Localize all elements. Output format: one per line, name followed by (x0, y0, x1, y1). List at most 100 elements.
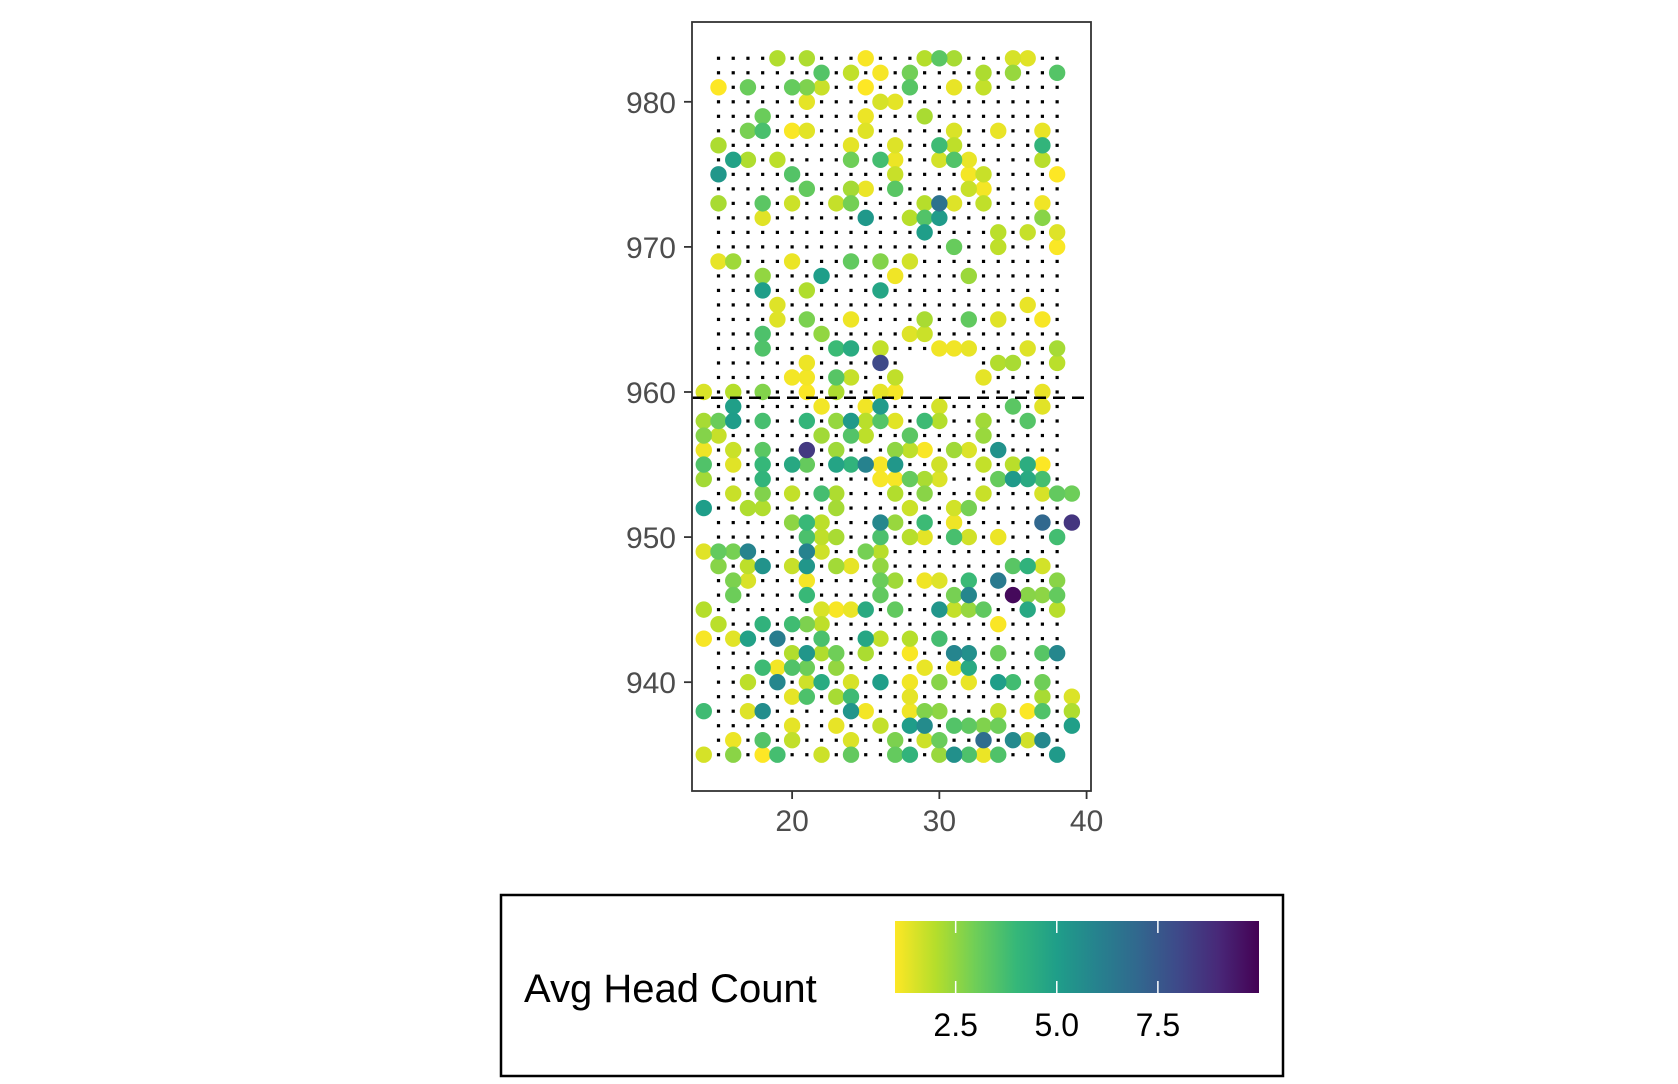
grid-point (761, 187, 765, 191)
grid-point (775, 651, 779, 655)
grid-point (716, 695, 721, 699)
data-point (1034, 470, 1051, 488)
data-point (901, 253, 919, 270)
data-point (754, 456, 771, 473)
grid-point (849, 361, 853, 365)
grid-point (761, 317, 765, 322)
grid-point (864, 738, 868, 742)
data-point (783, 253, 801, 270)
grid-point (908, 491, 912, 496)
grid-point (731, 361, 735, 365)
data-point (872, 354, 889, 372)
grid-point (746, 491, 750, 496)
grid-point (908, 201, 912, 205)
data-point (813, 64, 830, 81)
grid-point (952, 579, 956, 583)
grid-point (981, 303, 986, 307)
grid-point (937, 695, 941, 699)
grid-point (952, 274, 956, 278)
grid-point (1026, 201, 1030, 205)
data-point (990, 702, 1007, 720)
data-point (754, 209, 771, 227)
data-point (710, 137, 727, 154)
data-point (945, 644, 963, 662)
grid-point (761, 695, 765, 699)
data-point (901, 427, 919, 444)
grid-point (908, 520, 912, 525)
grid-point (805, 143, 809, 147)
data-point (1019, 732, 1036, 749)
grid-point (790, 288, 794, 293)
grid-point (878, 230, 883, 234)
grid-point (819, 579, 824, 583)
grid-point (1026, 245, 1030, 249)
grid-point (819, 375, 824, 380)
grid-point (1040, 535, 1045, 539)
grid-point (790, 56, 794, 60)
grid-point (864, 201, 868, 205)
grid-point (996, 100, 1000, 104)
grid-point (1026, 579, 1030, 583)
grid-point (981, 695, 986, 699)
grid-point (775, 187, 779, 191)
grid-point (716, 158, 721, 162)
data-point (710, 557, 727, 575)
grid-point (923, 346, 927, 351)
grid-point (923, 506, 927, 510)
grid-point (1026, 433, 1030, 438)
grid-point (1055, 433, 1059, 438)
grid-point (967, 404, 971, 409)
data-point (872, 151, 889, 169)
grid-point (952, 738, 956, 742)
grid-point (952, 680, 956, 684)
data-point (1048, 354, 1066, 372)
grid-point (1055, 158, 1059, 162)
grid-point (716, 448, 721, 452)
grid-point (1026, 288, 1030, 293)
data-point (857, 180, 874, 198)
data-point (1004, 50, 1022, 67)
grid-point (716, 462, 721, 467)
data-point (960, 180, 977, 198)
grid-point (1026, 259, 1030, 264)
grid-point (923, 288, 927, 293)
grid-point (908, 56, 912, 60)
grid-point (1055, 274, 1059, 278)
grid-point (1026, 143, 1030, 147)
data-point (945, 514, 963, 531)
grid-point (952, 303, 956, 307)
data-point (872, 253, 889, 270)
data-point (739, 673, 757, 691)
grid-point (981, 390, 986, 394)
grid-point (731, 477, 735, 481)
grid-point (1055, 288, 1059, 293)
grid-point (834, 317, 838, 322)
grid-point (923, 259, 927, 264)
grid-point (981, 593, 986, 597)
grid-point (908, 622, 912, 626)
grid-point (746, 346, 750, 351)
data-point (872, 528, 889, 546)
grid-point (1026, 520, 1030, 525)
grid-point (1055, 637, 1059, 641)
grid-point (1011, 230, 1015, 234)
grid-point (864, 535, 868, 539)
grid-point (1040, 579, 1045, 583)
grid-point (819, 462, 824, 467)
grid-point (761, 71, 765, 75)
data-point (828, 688, 845, 705)
grid-point (834, 433, 838, 438)
grid-point (981, 579, 986, 583)
grid-point (746, 332, 750, 336)
grid-point (981, 404, 986, 409)
data-point (960, 717, 977, 734)
data-point (828, 499, 845, 517)
grid-point (864, 753, 868, 757)
data-point (783, 456, 801, 473)
grid-point (893, 695, 897, 699)
grid-point (775, 433, 779, 438)
data-point (1034, 702, 1051, 720)
data-point (931, 340, 948, 357)
grid-point (1011, 332, 1015, 336)
grid-point (834, 143, 838, 147)
